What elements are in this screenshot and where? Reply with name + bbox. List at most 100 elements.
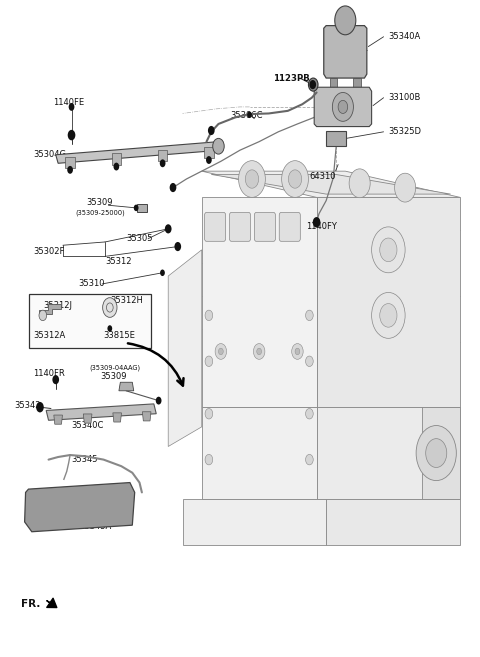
Polygon shape	[317, 197, 460, 407]
Text: (35309-25000): (35309-25000)	[75, 209, 125, 215]
Polygon shape	[111, 154, 121, 165]
Text: 35340C: 35340C	[72, 421, 104, 430]
Polygon shape	[137, 204, 147, 212]
Text: 35309: 35309	[100, 372, 127, 381]
Circle shape	[103, 298, 117, 317]
Circle shape	[113, 163, 119, 171]
Circle shape	[208, 126, 215, 135]
Circle shape	[205, 356, 213, 367]
Polygon shape	[204, 147, 214, 158]
Circle shape	[380, 304, 397, 327]
FancyBboxPatch shape	[204, 212, 226, 241]
Text: 35306C: 35306C	[230, 111, 263, 120]
FancyBboxPatch shape	[254, 212, 276, 241]
Text: 64310: 64310	[310, 172, 336, 181]
Circle shape	[292, 344, 303, 359]
Text: 35312A: 35312A	[33, 330, 65, 340]
Circle shape	[156, 397, 161, 405]
Circle shape	[239, 161, 265, 197]
Polygon shape	[113, 413, 121, 422]
Text: 35302F: 35302F	[33, 246, 65, 256]
Text: 1140FR: 1140FR	[33, 369, 65, 378]
Polygon shape	[84, 414, 92, 423]
Circle shape	[338, 101, 348, 114]
Polygon shape	[158, 150, 168, 162]
Circle shape	[306, 455, 313, 465]
Polygon shape	[119, 382, 134, 391]
Circle shape	[134, 204, 139, 211]
Text: 35325D: 35325D	[388, 127, 421, 136]
Text: 35312J: 35312J	[43, 301, 72, 310]
Circle shape	[205, 310, 213, 321]
Text: FR.: FR.	[21, 599, 40, 609]
Polygon shape	[326, 499, 460, 545]
Text: 33815E: 33815E	[104, 330, 135, 340]
Circle shape	[68, 130, 75, 141]
Text: 1140FY: 1140FY	[306, 222, 337, 231]
Polygon shape	[54, 415, 62, 424]
Circle shape	[205, 455, 213, 465]
Circle shape	[332, 93, 353, 122]
Circle shape	[39, 310, 47, 321]
Polygon shape	[324, 26, 367, 78]
Circle shape	[160, 269, 165, 276]
Bar	[329, 78, 337, 88]
Polygon shape	[422, 407, 460, 499]
Circle shape	[218, 348, 223, 355]
Text: 35304G: 35304G	[33, 150, 66, 159]
Circle shape	[206, 156, 212, 164]
Polygon shape	[317, 407, 460, 499]
Circle shape	[288, 170, 302, 188]
Text: 1123PB: 1123PB	[274, 74, 310, 83]
Polygon shape	[202, 197, 317, 407]
Bar	[353, 78, 361, 88]
Text: 35310: 35310	[78, 279, 105, 288]
Circle shape	[295, 348, 300, 355]
Circle shape	[380, 238, 397, 261]
Circle shape	[247, 112, 252, 118]
FancyArrowPatch shape	[47, 599, 57, 608]
Text: (35309-04AAG): (35309-04AAG)	[89, 365, 140, 371]
Text: 35312H: 35312H	[110, 296, 143, 306]
Polygon shape	[314, 87, 372, 127]
Circle shape	[67, 166, 73, 173]
Circle shape	[395, 173, 416, 202]
Polygon shape	[56, 142, 221, 164]
Circle shape	[416, 426, 456, 481]
Circle shape	[213, 139, 224, 154]
Circle shape	[108, 325, 112, 332]
Polygon shape	[65, 157, 75, 168]
Text: 35342: 35342	[14, 401, 41, 411]
Circle shape	[245, 170, 259, 188]
Text: 35345: 35345	[72, 455, 98, 464]
Text: 1140FE: 1140FE	[53, 98, 84, 107]
Circle shape	[372, 227, 405, 273]
Polygon shape	[182, 499, 326, 545]
Polygon shape	[202, 171, 460, 197]
Circle shape	[310, 80, 316, 89]
Circle shape	[36, 402, 44, 413]
Circle shape	[306, 356, 313, 367]
Polygon shape	[143, 412, 151, 421]
Circle shape	[282, 161, 309, 197]
Circle shape	[52, 375, 59, 384]
Circle shape	[313, 217, 321, 227]
Circle shape	[257, 348, 262, 355]
Circle shape	[309, 78, 318, 91]
Circle shape	[426, 439, 447, 468]
Circle shape	[215, 344, 227, 359]
Text: 35345A: 35345A	[80, 522, 112, 531]
Text: 35305: 35305	[126, 234, 153, 243]
Polygon shape	[46, 404, 156, 420]
Text: 35309: 35309	[86, 198, 112, 207]
Polygon shape	[326, 131, 346, 147]
Polygon shape	[202, 407, 317, 499]
Polygon shape	[24, 483, 135, 532]
Polygon shape	[211, 174, 451, 194]
Circle shape	[306, 409, 313, 419]
Polygon shape	[39, 304, 60, 314]
Circle shape	[306, 310, 313, 321]
Bar	[29, 294, 152, 348]
Polygon shape	[168, 250, 202, 447]
Text: 35312: 35312	[105, 257, 132, 266]
